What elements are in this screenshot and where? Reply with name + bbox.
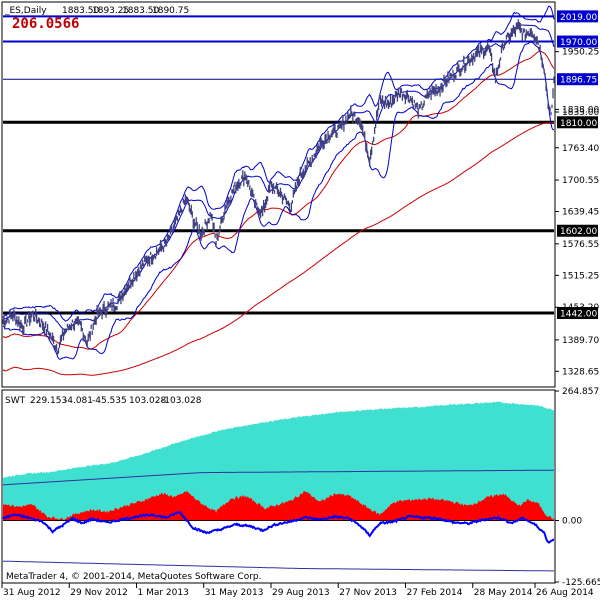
swt-tick-label: -125.665 — [562, 578, 600, 588]
price-pane — [2, 5, 555, 376]
time-label: 26 Aug 2014 — [536, 588, 594, 598]
quote-high: 1893.25 — [92, 6, 129, 16]
time-label: 27 Nov 2013 — [339, 588, 397, 598]
ma-slow-line — [2, 121, 555, 376]
quote-close: 1890.75 — [152, 6, 189, 16]
price-tick-label: 1389.70 — [562, 336, 599, 346]
price-tag-label: 1602.00 — [560, 227, 597, 237]
time-label: 27 Feb 2014 — [407, 588, 463, 598]
price-tick-label: 1838.00 — [562, 105, 599, 115]
swt-cyan-area — [3, 401, 554, 521]
price-tag-label: 2019.00 — [560, 13, 597, 23]
swt-red-area — [3, 490, 554, 521]
swt-pane — [2, 401, 555, 572]
price-tag-label: 1896.75 — [560, 76, 597, 86]
swt-value-1: 229.153 — [30, 396, 67, 406]
copyright: MetaTrader 4, © 2001-2014, MetaQuotes So… — [6, 572, 262, 582]
ma-medium-line — [2, 50, 555, 350]
price-tag-label: 1970.00 — [560, 38, 597, 48]
price-tag-box — [557, 306, 598, 319]
chart-title: _ES,Daily — [4, 6, 47, 16]
price-tag-label: 1442.00 — [560, 309, 597, 319]
counter-value: 206.0566 — [12, 16, 79, 32]
swt-blue-line — [2, 511, 554, 544]
price-tick-label: 1833.00 — [562, 108, 599, 118]
swt-title: SWT — [5, 396, 26, 406]
band-lower-line — [2, 41, 555, 360]
time-axis: 31 Aug 2012 29 Nov 2012 1 Mar 2013 31 May 2… — [1, 583, 594, 598]
price-tick-label: 1700.55 — [562, 176, 599, 186]
swt-axis: 264.857 0.00 -125.665 — [555, 387, 600, 588]
price-tick-label: 1763.40 — [562, 144, 599, 154]
band-upper-line — [2, 5, 555, 322]
price-tag-box — [557, 35, 598, 48]
swt-value-4: 103.028 — [129, 396, 166, 406]
price-tick-label: 1515.25 — [562, 271, 599, 281]
swt-pane-frame — [1, 389, 556, 584]
price-tag-box — [557, 73, 598, 86]
swt-mid-line — [3, 469, 555, 486]
time-label: 31 May 2013 — [205, 588, 264, 598]
swt-low-line — [2, 560, 554, 572]
time-label: 29 Aug 2013 — [272, 588, 330, 598]
price-tag-box — [557, 224, 598, 237]
price-pane-frame — [1, 1, 556, 388]
time-label: 28 May 2014 — [474, 588, 533, 598]
time-label: 29 Nov 2012 — [70, 588, 128, 598]
price-tag-box — [557, 10, 598, 23]
quote-low: 1883.50 — [122, 6, 159, 16]
swt-value-5: -103.028 — [161, 396, 202, 406]
price-tick-label: 1576.55 — [562, 240, 599, 250]
swt-tick-label: 0.00 — [562, 517, 582, 527]
price-tag-label: 1810.00 — [560, 119, 597, 129]
price-tick-label: 1328.65 — [562, 367, 599, 377]
swt-value-3: -45.535 — [92, 396, 127, 406]
time-label: 31 Aug 2012 — [3, 588, 61, 598]
swt-tick-label: 264.857 — [562, 387, 599, 397]
price-tag-box — [557, 116, 598, 129]
price-tick-label: 1639.45 — [562, 207, 599, 217]
price-tick-label: 1950.25 — [562, 48, 599, 58]
time-label: 1 Mar 2013 — [138, 588, 189, 598]
quote-open: 1883.50 — [62, 6, 99, 16]
swt-value-2: -4.081 — [64, 396, 93, 406]
